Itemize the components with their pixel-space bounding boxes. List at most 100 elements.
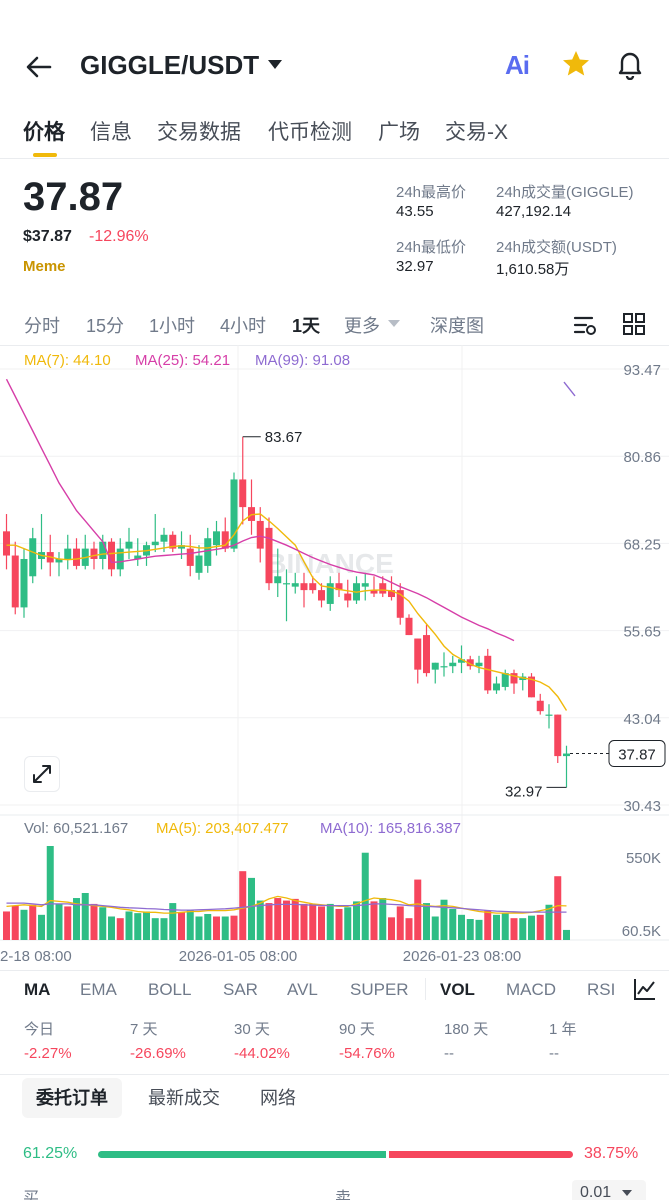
candle: [248, 479, 255, 535]
tab-network[interactable]: 网络: [260, 1088, 296, 1108]
candlestick-chart[interactable]: BINANCE 93.47 80.86 68.25 55.65 43.04 30.43 55…: [0, 345, 669, 970]
volume-bar: [300, 903, 308, 940]
price-step-select[interactable]: 0.01: [572, 1180, 646, 1200]
fullscreen-button[interactable]: [24, 756, 60, 792]
indicator-chart-icon[interactable]: [632, 976, 658, 1002]
volume-bar: [449, 908, 457, 940]
high-label: 24h最高价: [396, 184, 467, 201]
pair-dropdown-caret-icon[interactable]: [268, 60, 282, 69]
tab-trade-x[interactable]: 交易-X: [445, 121, 508, 144]
candle: [563, 745, 570, 788]
sell-ratio-bar: [389, 1151, 573, 1158]
volume-bar: [528, 915, 535, 940]
depth-chart-tab[interactable]: 深度图: [430, 316, 484, 336]
candle: [29, 527, 37, 584]
back-arrow-icon[interactable]: [22, 50, 56, 84]
candle: [11, 541, 19, 615]
category-tag[interactable]: Meme: [23, 258, 66, 275]
buy-ratio: 61.25%: [23, 1145, 78, 1162]
volume-bar: [256, 900, 264, 940]
candle: [20, 548, 28, 618]
indicator-sar[interactable]: SAR: [223, 980, 258, 999]
top-header: GIGGLE/USDT Ai: [0, 0, 669, 110]
volume-bar: [204, 913, 212, 940]
perf-label-today: 今日: [24, 1021, 55, 1038]
time-tick-label: 2026-01-05 08:00: [179, 948, 297, 965]
trading-pair-title[interactable]: GIGGLE/USDT: [80, 50, 260, 80]
indicator-vol[interactable]: VOL: [440, 980, 475, 999]
indicator-rsi[interactable]: RSI: [587, 980, 616, 999]
indicator-macd[interactable]: MACD: [506, 980, 557, 999]
bell-alert-icon[interactable]: [614, 48, 646, 80]
price-tick-label: 30.43: [623, 798, 661, 815]
candle: [151, 514, 159, 553]
volume-bar: [475, 919, 483, 940]
expand-icon: [33, 765, 51, 783]
price-tick-label: 43.04: [623, 711, 661, 728]
volume-bar: [370, 901, 378, 940]
volume-bar: [55, 903, 63, 940]
ma25-legend: MA(25): 54.21: [135, 352, 231, 369]
candle: [379, 576, 387, 598]
volume-bar: [239, 871, 247, 940]
orderbook-divider: [0, 1074, 669, 1075]
candle: [431, 662, 439, 684]
volume-bar: [64, 906, 72, 940]
volume-bar: [108, 916, 115, 940]
indicator-avl[interactable]: AVL: [287, 980, 318, 999]
candle: [143, 541, 150, 566]
volume-bar: [3, 911, 10, 940]
volume-bar: [519, 918, 527, 940]
volume-bar: [405, 918, 413, 940]
tab-latest-trades[interactable]: 最新成交: [148, 1088, 220, 1108]
candle: [221, 517, 229, 553]
interval-bar: 分时 15分 1小时 4小时 1天 更多 深度图: [0, 302, 669, 344]
high-marker-label: 83.67: [265, 429, 303, 446]
candle: [230, 472, 238, 553]
volume-bar: [186, 909, 194, 940]
interval-more[interactable]: 更多: [344, 316, 380, 336]
indicator-separator: [425, 978, 426, 1000]
vol-ma5-legend: MA(5): 203,407.477: [156, 820, 289, 837]
tab-open-orders[interactable]: 委托订单: [22, 1078, 122, 1118]
volume-bar: [178, 912, 185, 940]
main-tabs: 价格 信息 交易数据 代币检测 广场 交易-X: [0, 112, 669, 158]
volume-bar: [291, 898, 299, 940]
candle: [256, 507, 264, 563]
ai-assistant-button[interactable]: Ai: [505, 50, 530, 80]
favorite-star-icon[interactable]: [560, 48, 592, 80]
candle: [3, 514, 10, 570]
indicator-boll[interactable]: BOLL: [148, 980, 192, 999]
candle: [414, 638, 422, 684]
interval-15m[interactable]: 15分: [86, 316, 125, 336]
ma99-legend: MA(99): 91.08: [255, 352, 351, 369]
tab-price[interactable]: 价格: [23, 121, 65, 144]
interval-timeline[interactable]: 分时: [24, 316, 60, 336]
volume-bar: [38, 914, 45, 940]
sell-column-label: 卖: [335, 1190, 352, 1200]
candle: [108, 538, 115, 577]
chart-settings-icon[interactable]: [572, 312, 598, 338]
interval-1d[interactable]: 1天: [292, 316, 321, 336]
buy-column-label: 买: [23, 1190, 40, 1200]
indicator-ema[interactable]: EMA: [80, 980, 117, 999]
volume-bar: [501, 913, 509, 940]
layout-grid-icon[interactable]: [621, 311, 647, 337]
volume-bar: [20, 909, 28, 940]
tab-token-check[interactable]: 代币检测: [268, 121, 352, 144]
candle: [169, 531, 177, 553]
volume-bar: [151, 918, 159, 940]
tab-trading-data[interactable]: 交易数据: [157, 121, 241, 144]
volume-bar: [29, 904, 37, 940]
volume-bar: [536, 914, 544, 940]
indicator-ma[interactable]: MA: [24, 980, 51, 999]
interval-1h[interactable]: 1小时: [149, 316, 196, 336]
tab-info[interactable]: 信息: [90, 121, 132, 144]
indicator-super[interactable]: SUPER: [350, 980, 409, 999]
interval-4h[interactable]: 4小时: [220, 316, 267, 336]
tab-square[interactable]: 广场: [378, 121, 420, 144]
usd-price: $37.87: [23, 228, 72, 245]
candle: [186, 534, 194, 577]
more-caret-icon[interactable]: [388, 320, 400, 327]
candle: [475, 655, 483, 674]
